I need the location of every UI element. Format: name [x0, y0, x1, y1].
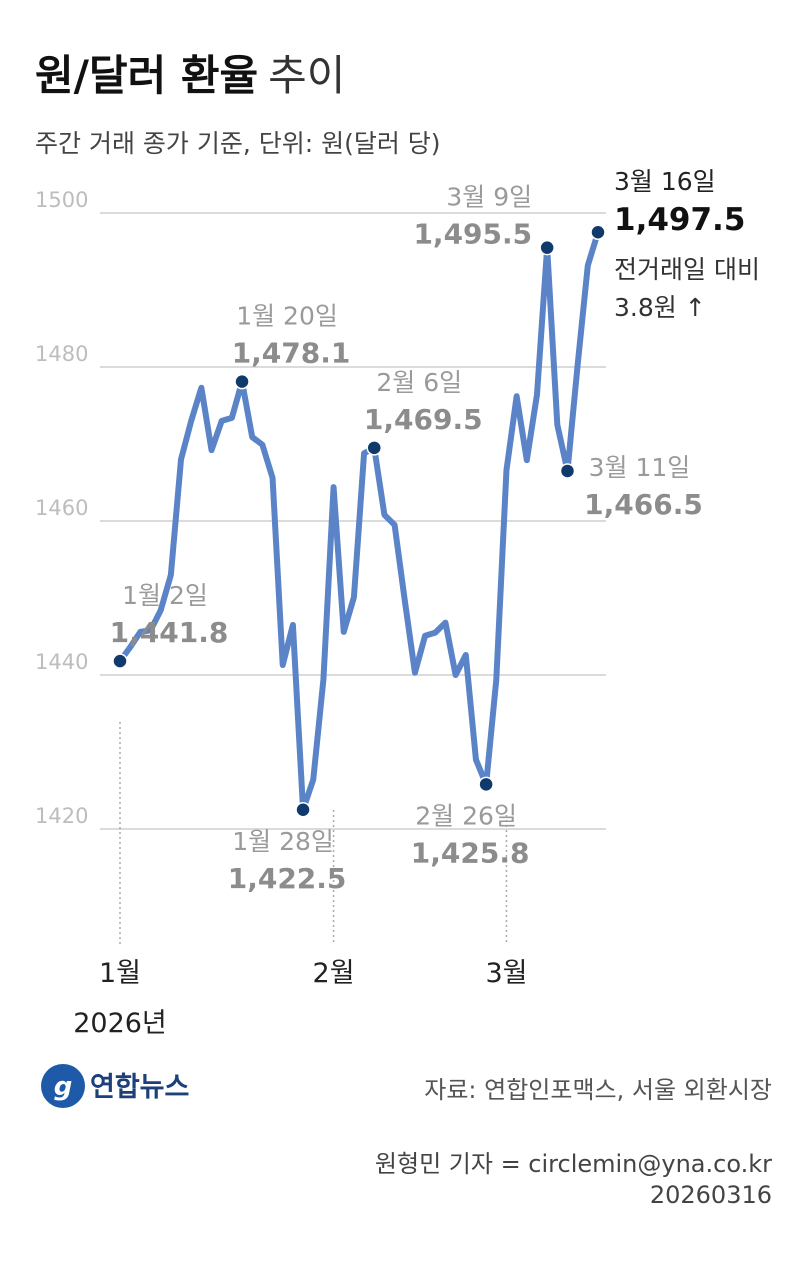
logo-text: 연합뉴스 [90, 1072, 189, 1103]
value-label: 1,425.8 [411, 836, 530, 869]
change-note: 전거래일 대비 [614, 255, 760, 284]
point-marker [478, 776, 494, 793]
point-marker [295, 802, 311, 818]
point-date-label: 3월 11일 [589, 453, 691, 482]
point-date-label: 2월 6일 [376, 368, 462, 397]
date: 20260316 [650, 1181, 772, 1209]
value-label: 1,495.5 [413, 218, 532, 251]
point-marker [559, 463, 576, 479]
y-tick-label: 1420 [35, 804, 88, 828]
source: 자료: 연합인포맥스, 서울 외환시장 [424, 1076, 772, 1104]
change-note: 3.8원 ↑ [614, 293, 706, 322]
x-tick-label: 2월 [313, 958, 355, 989]
line [117, 229, 601, 813]
chart-title: 원/달러 환율 추이 [35, 51, 345, 100]
point-date-label: 1월 2일 [122, 581, 208, 610]
point-date-label: 3월 16일 [614, 167, 716, 196]
point-date-label: 3월 9일 [446, 183, 532, 212]
plot: 1420 1440 1460 1480 1500 1월 2월 3월 2026년 1월 2일 1,44… [35, 167, 760, 1039]
point-date-label: 1월 28일 [232, 827, 334, 856]
logo-mark [41, 1064, 85, 1108]
title-main: 원/달러 환율 [35, 51, 258, 100]
value-label: 1,497.5 [614, 202, 745, 238]
value-label: 1,478.1 [232, 337, 351, 370]
value-label: 1,441.8 [110, 616, 229, 649]
logo: g 연합뉴스 [41, 1064, 189, 1108]
y-tick-label: 1440 [35, 650, 88, 674]
value-label: 1,469.5 [364, 403, 483, 436]
y-tick-label: 1480 [35, 342, 88, 366]
x-tick-label: 1월 [99, 958, 141, 989]
year-label: 2026년 [73, 1008, 167, 1039]
x-tick-label: 3월 [485, 958, 527, 989]
point-marker [366, 440, 383, 456]
point-marker [539, 239, 555, 256]
point-marker [112, 653, 128, 669]
point-date-label: 2월 26일 [415, 801, 517, 830]
point-date-label: 1월 20일 [236, 302, 338, 331]
point-marker [590, 224, 606, 240]
title-suffix: 추이 [268, 51, 345, 100]
logo-glyph: g [54, 1072, 73, 1102]
y-tick-label: 1460 [35, 496, 88, 520]
point-marker [234, 373, 250, 390]
y-tick-label: 1500 [35, 188, 88, 212]
value-label: 1,422.5 [228, 862, 347, 895]
credit: 원형민 기자 = circlemin@yna.co.kr [375, 1150, 772, 1178]
subtitle: 주간 거래 종가 기준, 단위: 원(달러 당) [35, 129, 441, 158]
value-label: 1,466.5 [584, 488, 703, 521]
